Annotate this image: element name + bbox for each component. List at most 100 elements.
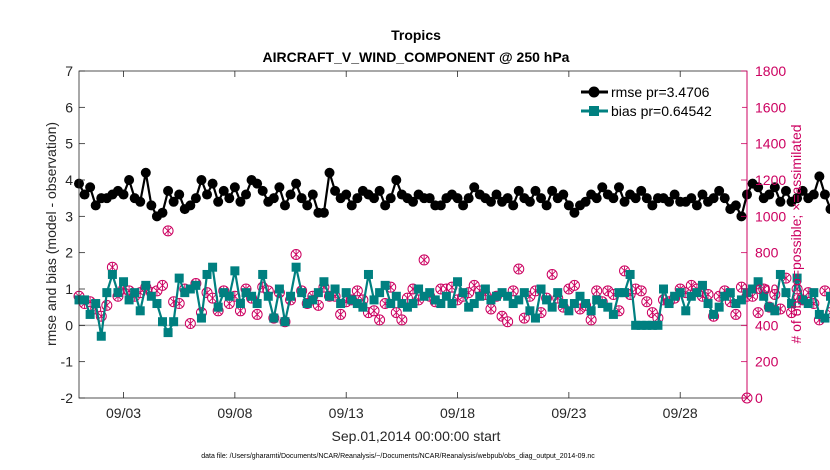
rmse-point xyxy=(90,200,101,211)
bias-point xyxy=(419,291,429,301)
y-tick-label: 1 xyxy=(65,281,73,297)
obs-marker xyxy=(635,285,647,297)
bias-point xyxy=(302,299,312,309)
bias-point xyxy=(686,291,696,301)
bias-point xyxy=(709,309,719,319)
bias-point xyxy=(564,306,574,316)
bias-point xyxy=(430,295,440,305)
obs-marker xyxy=(207,292,219,304)
bias-point xyxy=(803,299,813,309)
rmse-point xyxy=(814,171,825,182)
rmse-point xyxy=(163,185,174,196)
rmse-point xyxy=(797,185,808,196)
bias-point xyxy=(141,280,151,290)
rmse-point xyxy=(775,196,786,207)
rmse-point xyxy=(636,185,647,196)
rmse-point xyxy=(764,189,775,200)
bias-point xyxy=(319,277,329,287)
obs-marker xyxy=(641,296,653,308)
bias-point xyxy=(675,288,685,298)
rmse-point xyxy=(185,200,196,211)
x-tick-label: 09/28 xyxy=(663,405,698,421)
data-file-footer: data file: /Users/gharamti/Documents/NCA… xyxy=(201,453,595,460)
bias-point xyxy=(180,288,190,298)
rmse-point xyxy=(324,167,335,178)
rmse-point xyxy=(218,185,229,196)
y-tick-label: 5 xyxy=(65,136,73,152)
bias-point xyxy=(313,288,323,298)
rmse-point xyxy=(469,182,480,193)
obs-marker xyxy=(374,314,386,326)
rmse-point xyxy=(541,200,552,211)
y-tick-label: 7 xyxy=(65,63,73,79)
bias-point xyxy=(330,284,340,294)
legend-rmse-label: rmse pr=3.4706 xyxy=(611,84,710,100)
y2-tick-label: 1400 xyxy=(755,136,786,152)
obs-marker xyxy=(585,314,597,326)
rmse-point xyxy=(502,193,513,204)
rmse-point xyxy=(190,193,201,204)
y-tick-label: 4 xyxy=(65,172,73,188)
plot-area xyxy=(79,71,747,398)
bias-point xyxy=(408,299,418,309)
bias-point xyxy=(542,295,552,305)
bias-point xyxy=(258,269,268,279)
rmse-point xyxy=(825,204,830,215)
rmse-point xyxy=(274,182,285,193)
obs-marker xyxy=(546,268,558,280)
bias-point xyxy=(770,306,780,316)
y-tick-label: 6 xyxy=(65,99,73,115)
obs-marker xyxy=(184,318,196,330)
rmse-point xyxy=(268,193,279,204)
rmse-point xyxy=(257,185,268,196)
rmse-point xyxy=(229,182,240,193)
bias-point xyxy=(202,269,212,279)
legend-bias-label: bias pr=0.64542 xyxy=(611,103,712,119)
bias-point xyxy=(703,299,713,309)
bias-point xyxy=(369,295,379,305)
rmse-point xyxy=(819,189,830,200)
rmse-point xyxy=(385,193,396,204)
rmse-point xyxy=(580,196,591,207)
x-tick-label: 09/03 xyxy=(106,405,141,421)
bias-point xyxy=(363,269,373,279)
rmse-point xyxy=(530,185,541,196)
y-tick-label: 2 xyxy=(65,245,73,261)
bias-point xyxy=(208,262,218,272)
rmse-point xyxy=(491,189,502,200)
bias-point xyxy=(586,306,596,316)
bias-point xyxy=(597,299,607,309)
bias-point xyxy=(603,302,613,312)
bias-point xyxy=(185,284,195,294)
bias-point xyxy=(581,299,591,309)
bias-point xyxy=(308,295,318,305)
bias-point xyxy=(725,288,735,298)
bias-point xyxy=(107,269,117,279)
bias-point xyxy=(436,299,446,309)
rmse-point xyxy=(352,193,363,204)
rmse-point xyxy=(669,189,680,200)
rmse-point xyxy=(252,178,263,189)
bias-point xyxy=(163,328,173,338)
bias-point xyxy=(625,269,635,279)
rmse-point xyxy=(424,193,435,204)
x-tick-label: 09/13 xyxy=(329,405,364,421)
bias-point xyxy=(553,288,563,298)
bias-point xyxy=(169,317,179,327)
rmse-point xyxy=(714,185,725,196)
rmse-point xyxy=(307,189,318,200)
rmse-point xyxy=(608,193,619,204)
bias-point xyxy=(497,288,507,298)
bias-point xyxy=(247,291,257,301)
rmse-point xyxy=(558,189,569,200)
bias-point xyxy=(525,306,535,316)
obs-marker xyxy=(390,307,402,319)
bias-point xyxy=(798,295,808,305)
bias-point xyxy=(297,288,307,298)
rmse-point xyxy=(124,175,135,185)
rmse-point xyxy=(135,196,146,207)
bias-point xyxy=(480,284,490,294)
y2-tick-label: 1200 xyxy=(755,172,786,188)
rmse-point xyxy=(485,196,496,207)
bias-point xyxy=(547,302,557,312)
